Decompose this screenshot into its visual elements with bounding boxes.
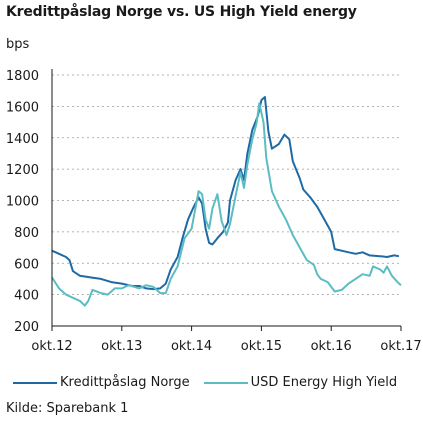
x-tick-label: okt.17 bbox=[380, 339, 421, 354]
y-tick-label: 600 bbox=[14, 257, 39, 272]
y-tick-label: 1000 bbox=[6, 195, 39, 210]
y-tick-label: 400 bbox=[14, 289, 39, 304]
legend-swatch-kredittpaslag bbox=[13, 381, 57, 384]
legend: Kredittpåslag Norge USD Energy High Yiel… bbox=[13, 375, 411, 390]
source-note: Kilde: Sparebank 1 bbox=[6, 401, 129, 416]
y-axis-unit-label: bps bbox=[6, 37, 30, 52]
y-tick-label: 1600 bbox=[6, 100, 39, 115]
y-tick-label: 1200 bbox=[6, 163, 39, 178]
chart-title: Kredittpåslag Norge vs. US High Yield en… bbox=[6, 4, 357, 20]
series-line-kredittpaslag-norge bbox=[51, 96, 400, 291]
legend-label-kredittpaslag: Kredittpåslag Norge bbox=[60, 375, 190, 390]
x-axis-ticks: okt.12 okt.13 okt.14 okt.15 okt.16 okt.17 bbox=[31, 326, 422, 354]
x-tick-label: okt.12 bbox=[31, 339, 72, 354]
legend-label-usd-energy: USD Energy High Yield bbox=[250, 375, 398, 390]
y-tick-label: 800 bbox=[14, 226, 39, 241]
x-tick-label: okt.14 bbox=[171, 339, 212, 354]
y-tick-label: 200 bbox=[14, 320, 39, 335]
series-line-usd-energy-high-yield bbox=[51, 102, 402, 307]
x-tick-label: okt.15 bbox=[241, 339, 282, 354]
y-tick-label: 1800 bbox=[6, 69, 39, 84]
x-tick-label: okt.16 bbox=[311, 339, 352, 354]
legend-item-usd-energy: USD Energy High Yield bbox=[203, 375, 398, 390]
x-tick-label: okt.13 bbox=[101, 339, 142, 354]
legend-swatch-usd-energy bbox=[203, 381, 248, 384]
y-axis-ticks: 200 400 600 800 1000 1200 1400 1600 1800 bbox=[6, 69, 39, 335]
axes bbox=[51, 69, 401, 327]
legend-item-kredittpaslag: Kredittpåslag Norge bbox=[13, 375, 190, 390]
gridlines bbox=[52, 74, 401, 296]
series-lines bbox=[51, 96, 402, 307]
y-tick-label: 1400 bbox=[6, 132, 39, 147]
